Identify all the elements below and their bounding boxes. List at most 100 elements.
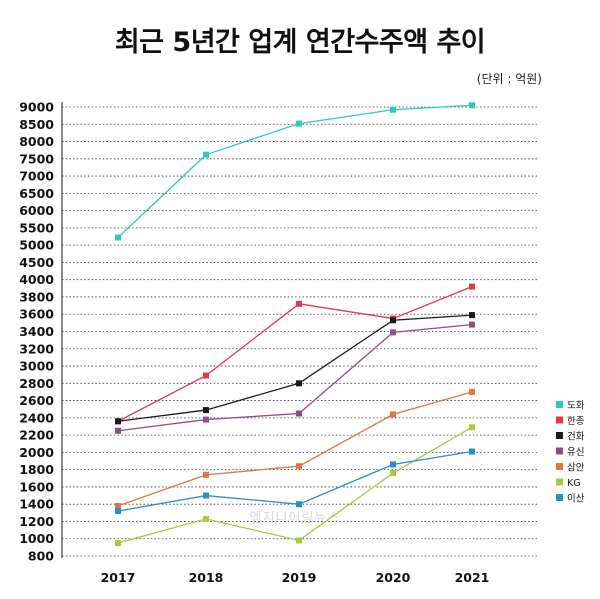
series-line [117,285,473,422]
data-point [203,407,209,414]
watermark: 엠지니어링뉴스 [249,511,341,526]
legend-swatch [556,478,563,486]
chart-title: 최근 5년간 업계 연간수주액 추이 [114,27,486,58]
y-tick-label: 7000 [19,169,54,184]
data-point [115,418,121,425]
y-tick-label: 3200 [19,341,54,356]
series-4 [115,321,475,434]
legend-swatch [556,416,563,424]
y-tick-label: 2200 [19,428,54,443]
data-point [115,502,121,509]
y-tick-label: 2600 [19,393,54,408]
y-tick-label: 3800 [19,289,54,304]
data-point [296,380,302,387]
data-point [203,515,209,522]
legend-label: 한종 [567,416,585,427]
y-tick-label: 9000 [19,100,54,115]
data-point [203,372,209,379]
series-7 [115,448,475,515]
series-1 [115,102,475,241]
x-tick-label: 2020 [376,570,411,585]
data-point [296,410,302,417]
data-point [390,317,396,324]
data-point [469,388,475,395]
series-3 [115,312,475,425]
data-point [203,416,209,423]
legend-swatch [556,401,563,408]
y-tick-label: 800 [28,549,54,564]
legend-swatch [556,432,563,439]
legend-label: 삼안 [567,463,585,474]
y-tick-label: 5000 [19,238,54,253]
data-point [296,120,302,127]
gridlines [62,106,538,557]
data-point [390,329,396,336]
legend-swatch [556,463,563,470]
y-tick-label: 6000 [19,203,54,218]
x-tick-label: 2019 [282,570,317,585]
y-tick-label: 8500 [19,117,54,132]
series-line [117,391,473,507]
series-lines [115,102,475,547]
data-point [469,448,475,455]
data-point [469,321,475,328]
data-point [115,427,121,434]
data-point [390,470,396,477]
data-point [469,102,475,109]
y-tick-label: 1000 [19,531,54,546]
data-point [469,312,475,319]
y-tick-label: 3000 [19,359,54,374]
data-point [296,537,302,544]
series-2 [115,283,475,425]
legend-swatch [556,447,563,455]
series-line [117,426,473,544]
legend-label: 건화 [567,432,585,443]
unit-label: (단위 : 억원) [476,72,542,86]
series-6 [115,424,475,547]
legend-label: 유신 [567,447,584,458]
series-5 [115,388,475,509]
data-point [296,463,302,470]
data-point [469,424,475,431]
y-tick-label: 1800 [19,462,54,477]
data-point [296,501,302,508]
x-tick-label: 2021 [455,570,490,585]
data-point [203,492,209,499]
y-tick-label: 7500 [19,151,54,166]
y-tick-label: 1200 [19,514,54,529]
y-tick-label: 4500 [19,255,54,270]
y-tick-label: 8000 [19,134,54,149]
legend-swatch [556,494,563,501]
legend-label: KG [567,478,581,489]
data-point [115,540,121,547]
y-tick-label: 2400 [19,410,54,425]
data-point [203,151,209,158]
data-point [469,283,475,290]
data-point [115,234,121,241]
data-point [390,461,396,468]
data-point [390,106,396,113]
y-tick-label: 2800 [19,376,54,391]
x-axis-ticks: 2017 2018 2019 2020 2021 [101,570,490,585]
y-tick-label: 3600 [19,307,54,322]
data-point [296,300,302,307]
data-point [390,411,396,418]
y-tick-label: 3400 [19,324,54,339]
y-axis-ticks: 800 1000 1200 1400 1600 1800 2000 2200 2400 2600 2… [19,100,54,564]
data-point [203,471,209,478]
data-point [115,508,121,515]
x-tick-label: 2018 [189,570,224,585]
y-tick-label: 2000 [19,445,54,460]
legend-label: 이산 [567,494,585,505]
y-tick-label: 1600 [19,479,54,494]
y-tick-label: 5500 [19,220,54,235]
legend-label: 도화 [567,401,585,412]
series-line [117,314,473,422]
y-tick-label: 6500 [19,186,54,201]
y-tick-label: 1400 [19,497,54,512]
series-line [117,104,473,239]
y-tick-label: 4000 [19,272,54,287]
x-tick-label: 2017 [101,570,136,585]
